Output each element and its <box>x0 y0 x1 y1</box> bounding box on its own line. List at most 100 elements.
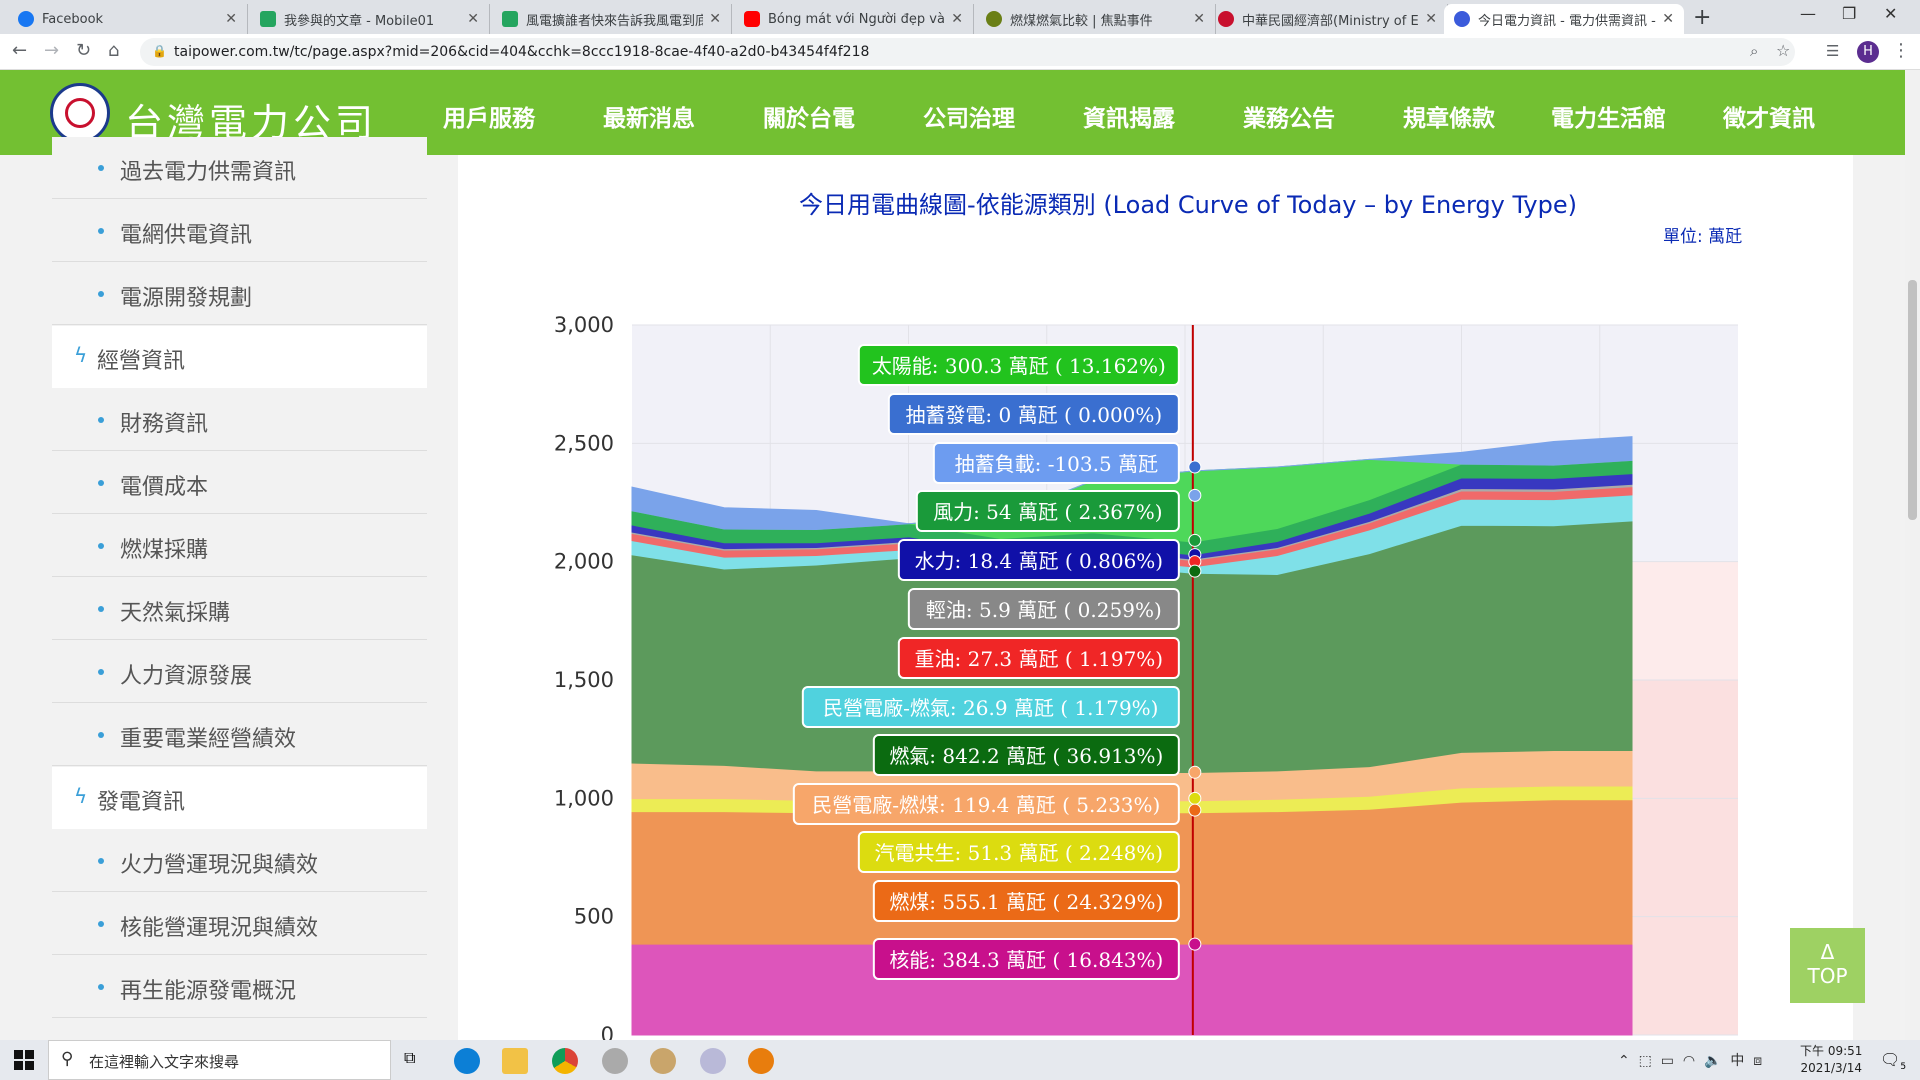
facebook-icon <box>18 11 34 27</box>
sidebar-item[interactable]: 天然氣採購 <box>52 578 427 640</box>
tooltip-bubble <box>857 344 1180 386</box>
nav-item-governance[interactable]: 公司治理 <box>923 106 1015 132</box>
browser-tab-bar: Facebook ✕ 我參與的文章 - Mobile01 ✕ 風電擴誰者快來告訴我風… <box>0 0 1920 34</box>
mobile01-icon <box>260 11 276 27</box>
reading-list-icon[interactable]: ☰ <box>1826 42 1840 60</box>
edge-icon[interactable] <box>454 1048 480 1074</box>
reload-button[interactable]: ↻ <box>76 40 92 61</box>
sidebar-item[interactable]: 再生能源發電概況 <box>52 956 427 1018</box>
tooltip-text: 重油: 27.3 萬瓩 ( 1.197%) <box>915 647 1164 671</box>
sidebar-item[interactable]: 電網供電資訊 <box>52 200 427 262</box>
nav-item-life-museum[interactable]: 電力生活館 <box>1551 106 1666 132</box>
zoom-icon[interactable]: ⌕ <box>1750 42 1759 60</box>
bullet-icon <box>98 984 104 990</box>
bullet-icon <box>98 606 104 612</box>
browser-tab-active[interactable]: 今日電力資訊 - 電力供需資訊 - … ✕ <box>1444 4 1684 34</box>
sidebar: 過去電力供需資訊 電網供電資訊 電源開發規劃 ϟ 經營資訊 財務資訊 電價成本 燃煤採購 天然氣… <box>52 137 427 1040</box>
moea-icon <box>1218 11 1234 27</box>
taipower-logo[interactable] <box>50 83 110 143</box>
back-button[interactable]: ← <box>12 40 28 61</box>
hover-point <box>1188 803 1202 817</box>
browser-tab[interactable]: 我參與的文章 - Mobile01 ✕ <box>250 4 490 34</box>
close-tab-icon[interactable]: ✕ <box>1662 11 1674 27</box>
close-tab-icon[interactable]: ✕ <box>1193 11 1205 27</box>
sidebar-item[interactable]: 火力營運現況與績效 <box>52 830 427 892</box>
page-scrollbar[interactable] <box>1905 70 1920 1040</box>
windows-taskbar: ⚲ 在這裡輸入文字來搜尋 ⧉ ⌃ ⬚ ▭ ◠ 🔈 中 ⧈ 下午 09:51 202… <box>0 1040 1920 1080</box>
tooltip-bubble <box>857 831 1180 873</box>
browser-tab[interactable]: 中華民國經濟部(Ministry of Eco…✕ <box>1208 4 1448 34</box>
nav-item-news[interactable]: 最新消息 <box>603 106 695 132</box>
task-view-icon[interactable]: ⧉ <box>404 1048 416 1067</box>
tooltip-text: 燃煤: 555.1 萬瓩 ( 24.329%) <box>889 890 1163 914</box>
sidebar-section[interactable]: ϟ 經營資訊 <box>52 326 427 388</box>
address-bar: ← → ↻ ⌂ 🔒 taipower.com.tw/tc/page.aspx?m… <box>0 34 1920 70</box>
logo-emblem <box>65 98 95 128</box>
nav-item-customer-service[interactable]: 用戶服務 <box>443 106 535 132</box>
web-page: 台灣電力公司 用戶服務 最新消息 關於台電 公司治理 資訊揭露 業務公告 規章條… <box>0 70 1920 1040</box>
new-tab-button[interactable]: + <box>1693 5 1712 30</box>
blender-icon[interactable] <box>748 1048 774 1074</box>
browser-tab[interactable]: Facebook ✕ <box>8 4 248 34</box>
close-window-button[interactable]: ✕ <box>1884 4 1898 23</box>
bullet-icon <box>98 228 104 234</box>
browser-tab[interactable]: 燃煤燃氣比較 | 焦點事件 ✕ <box>976 4 1216 34</box>
sidebar-item[interactable]: 燃煤採購 <box>52 515 427 577</box>
nav-item-disclosure[interactable]: 資訊揭露 <box>1083 106 1175 132</box>
bolt-icon: ϟ <box>74 784 88 808</box>
system-tray[interactable]: ⌃ ⬚ ▭ ◠ 🔈 中 ⧈ <box>1618 1053 1763 1069</box>
sidebar-item[interactable]: 重要電業經營績效 <box>52 704 427 766</box>
scrollbar-thumb[interactable] <box>1908 280 1917 520</box>
chrome-icon[interactable] <box>552 1048 578 1074</box>
restore-button[interactable]: ❐ <box>1842 4 1857 23</box>
sidebar-item[interactable]: 人力資源發展 <box>52 641 427 703</box>
close-tab-icon[interactable]: ✕ <box>467 11 479 27</box>
home-icon[interactable]: ⌂ <box>108 40 120 61</box>
taskbar-search-box[interactable]: ⚲ 在這裡輸入文字來搜尋 <box>48 1040 391 1080</box>
chart-title: 今日用電曲線圖-依能源類別 (Load Curve of Today – by … <box>799 191 1577 219</box>
nav-item-careers[interactable]: 徵才資訊 <box>1723 106 1815 132</box>
url-field[interactable]: 🔒 taipower.com.tw/tc/page.aspx?mid=206&c… <box>140 38 1795 66</box>
load-curve-chart[interactable]: 05001,0001,5002,0002,5003,00003:0006:000… <box>458 155 1853 1040</box>
bookmark-star-icon[interactable]: ☆ <box>1776 41 1791 60</box>
nav-item-regulations[interactable]: 規章條款 <box>1403 106 1495 132</box>
windows-start-icon[interactable] <box>14 1050 34 1070</box>
profile-avatar[interactable]: H <box>1857 41 1879 63</box>
y-tick-label: 3,000 <box>554 313 614 337</box>
back-to-top-button[interactable]: Δ TOP <box>1790 928 1865 1003</box>
close-tab-icon[interactable]: ✕ <box>709 11 721 27</box>
tooltip-text: 抽蓄發電: 0 萬瓩 ( 0.000%) <box>905 403 1162 427</box>
tooltip-text: 民營電廠-燃氣: 26.9 萬瓩 ( 1.179%) <box>823 696 1158 720</box>
mobile01-icon <box>502 11 518 27</box>
sidebar-item[interactable]: 核能營運現況與績效 <box>52 893 427 955</box>
nav-item-announcements[interactable]: 業務公告 <box>1243 106 1335 132</box>
y-tick-label: 2,000 <box>554 550 614 574</box>
nav-item-about[interactable]: 關於台電 <box>763 106 855 132</box>
bullet-icon <box>98 732 104 738</box>
lock-icon[interactable]: 🔒 <box>152 44 167 58</box>
notification-icon[interactable]: 🗨5 <box>1880 1050 1907 1073</box>
app-icon[interactable] <box>700 1048 726 1074</box>
taskbar-clock[interactable]: 下午 09:51 2021/3/14 <box>1800 1044 1863 1075</box>
minimize-button[interactable]: — <box>1800 4 1816 23</box>
browser-tab[interactable]: Bóng mát với Người đẹp và xe S…✕ <box>734 4 974 34</box>
tooltip-bubble <box>801 686 1180 728</box>
app-icon[interactable] <box>602 1048 628 1074</box>
forward-button[interactable]: → <box>44 40 60 61</box>
sidebar-item[interactable]: 電價成本 <box>52 452 427 514</box>
sidebar-item[interactable]: 電源開發規劃 <box>52 263 427 325</box>
sidebar-section[interactable]: ϟ 發電資訊 <box>52 767 427 829</box>
menu-icon[interactable]: ⋮ <box>1892 40 1910 61</box>
sidebar-item[interactable]: 過去電力供需資訊 <box>52 137 427 199</box>
hover-point <box>1188 937 1202 951</box>
close-tab-icon[interactable]: ✕ <box>225 11 237 27</box>
tooltip-text: 水力: 18.4 萬瓩 ( 0.806%) <box>915 549 1164 573</box>
browser-tab[interactable]: 風電擴誰者快來告訴我風電到底… ✕ <box>492 4 732 34</box>
file-explorer-icon[interactable] <box>502 1048 528 1074</box>
close-tab-icon[interactable]: ✕ <box>951 11 963 27</box>
app-icon[interactable] <box>650 1048 676 1074</box>
bolt-icon: ϟ <box>74 343 88 367</box>
sidebar-item[interactable]: 財務資訊 <box>52 389 427 451</box>
tooltip-text: 燃氣: 842.2 萬瓩 ( 36.913%) <box>889 744 1163 768</box>
close-tab-icon[interactable]: ✕ <box>1425 11 1437 27</box>
